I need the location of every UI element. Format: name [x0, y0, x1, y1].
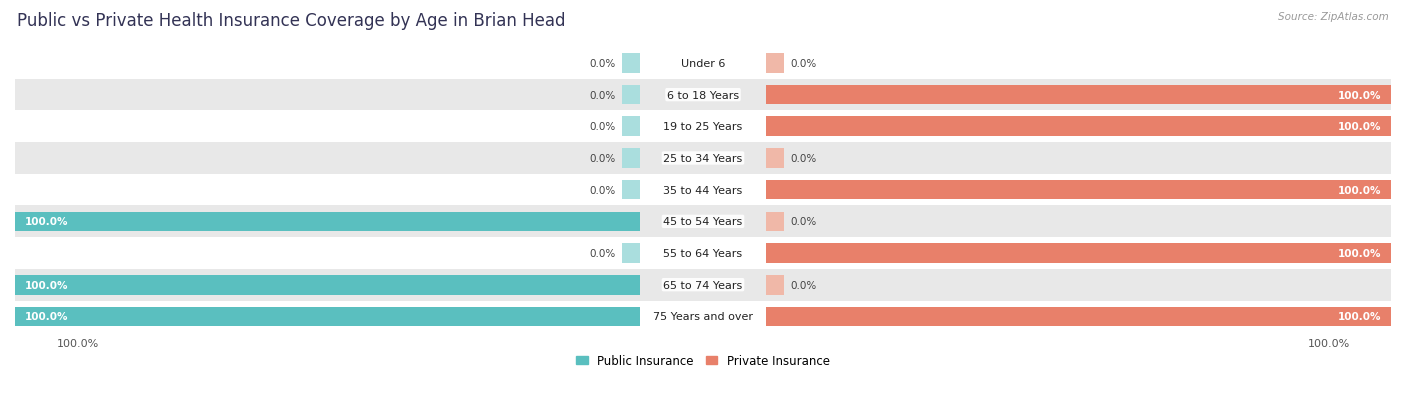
Text: 0.0%: 0.0% [790, 59, 817, 69]
Bar [15, 269, 1391, 301]
Bar [765, 212, 785, 232]
Text: 0.0%: 0.0% [790, 280, 817, 290]
Text: 100.0%: 100.0% [24, 280, 67, 290]
Text: Public vs Private Health Insurance Coverage by Age in Brian Head: Public vs Private Health Insurance Cover… [17, 12, 565, 30]
Text: 45 to 54 Years: 45 to 54 Years [664, 217, 742, 227]
Bar [15, 48, 1391, 80]
Text: 0.0%: 0.0% [589, 59, 616, 69]
Bar [621, 149, 641, 169]
Text: Under 6: Under 6 [681, 59, 725, 69]
Bar [15, 143, 1391, 174]
Text: 100.0%: 100.0% [1339, 311, 1382, 322]
Legend: Public Insurance, Private Insurance: Public Insurance, Private Insurance [571, 350, 835, 372]
Bar [765, 149, 785, 169]
Bar [15, 80, 1391, 111]
Bar [15, 275, 641, 295]
Bar [621, 117, 641, 137]
Bar [15, 206, 1391, 237]
Text: 100.0%: 100.0% [1339, 248, 1382, 259]
Bar [765, 54, 785, 74]
Text: 100.0%: 100.0% [1339, 90, 1382, 100]
Text: 0.0%: 0.0% [790, 217, 817, 227]
Text: 35 to 44 Years: 35 to 44 Years [664, 185, 742, 195]
Bar [15, 212, 641, 232]
Text: 25 to 34 Years: 25 to 34 Years [664, 154, 742, 164]
Text: 65 to 74 Years: 65 to 74 Years [664, 280, 742, 290]
Text: 0.0%: 0.0% [589, 248, 616, 259]
Bar [765, 117, 1391, 137]
Bar [15, 174, 1391, 206]
Bar [15, 307, 641, 326]
Bar [621, 180, 641, 200]
Text: 100.0%: 100.0% [24, 311, 67, 322]
Text: 100.0%: 100.0% [1339, 185, 1382, 195]
Text: 19 to 25 Years: 19 to 25 Years [664, 122, 742, 132]
Text: 0.0%: 0.0% [589, 90, 616, 100]
Bar [621, 244, 641, 263]
Bar [765, 275, 785, 295]
Text: 0.0%: 0.0% [790, 154, 817, 164]
Bar [765, 244, 1391, 263]
Text: 75 Years and over: 75 Years and over [652, 311, 754, 322]
Bar [15, 111, 1391, 143]
Bar [621, 54, 641, 74]
Bar [15, 237, 1391, 269]
Text: 6 to 18 Years: 6 to 18 Years [666, 90, 740, 100]
Bar [621, 85, 641, 105]
Text: 55 to 64 Years: 55 to 64 Years [664, 248, 742, 259]
Text: 0.0%: 0.0% [589, 185, 616, 195]
Text: 0.0%: 0.0% [589, 122, 616, 132]
Text: 100.0%: 100.0% [24, 217, 67, 227]
Bar [765, 180, 1391, 200]
Bar [765, 85, 1391, 105]
Text: 100.0%: 100.0% [1339, 122, 1382, 132]
Text: Source: ZipAtlas.com: Source: ZipAtlas.com [1278, 12, 1389, 22]
Text: 0.0%: 0.0% [589, 154, 616, 164]
Bar [765, 307, 1391, 326]
Bar [15, 301, 1391, 332]
